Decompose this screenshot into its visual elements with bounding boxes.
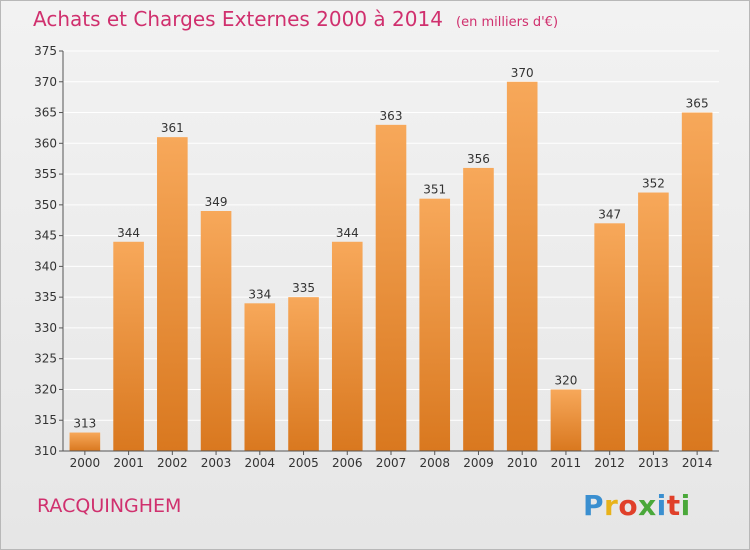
bars (69, 81, 713, 452)
x-tick-label: 2014 (682, 456, 713, 470)
data-label: 365 (686, 97, 709, 111)
y-tick-label: 370 (34, 75, 57, 89)
data-label: 344 (336, 226, 359, 240)
data-label: 347 (598, 207, 621, 221)
x-tick-label: 2003 (201, 456, 232, 470)
x-tick-label: 2002 (157, 456, 188, 470)
data-label: 351 (423, 183, 446, 197)
data-label: 361 (161, 121, 184, 135)
bar (69, 432, 101, 451)
y-tick-label: 310 (34, 444, 57, 458)
data-label: 363 (380, 109, 403, 123)
data-label: 370 (511, 66, 534, 80)
x-tick-label: 2000 (70, 456, 101, 470)
bar (331, 241, 363, 451)
title-row: Achats et Charges Externes 2000 à 2014 (… (33, 7, 558, 31)
y-tick-label: 350 (34, 198, 57, 212)
logo-letter: P (583, 489, 605, 522)
y-tick-label: 315 (34, 413, 57, 427)
y-tick-label: 325 (34, 352, 57, 366)
data-label: 344 (117, 226, 140, 240)
x-tick-label: 2013 (638, 456, 669, 470)
x-tick-label: 2008 (419, 456, 450, 470)
chart-title: Achats et Charges Externes 2000 à 2014 (33, 7, 443, 31)
data-label: 356 (467, 152, 490, 166)
bar (288, 297, 319, 451)
x-tick-label: 2007 (376, 456, 407, 470)
data-label: 320 (554, 373, 577, 387)
x-tick-label: 2010 (507, 456, 538, 470)
logo-letter: i (680, 489, 691, 522)
bar (419, 198, 451, 451)
y-tick-label: 335 (34, 290, 57, 304)
y-tick-label: 320 (34, 382, 57, 396)
x-tick-label: 2012 (594, 456, 625, 470)
bar (375, 124, 407, 451)
x-tick-label: 2004 (245, 456, 276, 470)
logo-letter: r (604, 489, 619, 522)
axes (59, 50, 719, 455)
y-tick-label: 355 (34, 167, 57, 181)
bar (463, 167, 494, 451)
y-tick-label: 345 (34, 229, 57, 243)
bar (681, 112, 713, 452)
x-tick-label: 2001 (113, 456, 144, 470)
bar (157, 137, 188, 451)
bar (113, 241, 144, 451)
y-tick-label: 360 (34, 136, 57, 150)
x-tick-label: 2009 (463, 456, 494, 470)
x-tick-label: 2006 (332, 456, 363, 470)
data-label: 335 (292, 281, 315, 295)
data-label: 349 (205, 195, 228, 209)
bar (506, 81, 538, 452)
data-label: 334 (248, 287, 271, 301)
x-tick-label: 2005 (288, 456, 319, 470)
proxiti-logo[interactable]: Proxiti (583, 489, 691, 522)
y-tick-label: 365 (34, 106, 57, 120)
bar (200, 211, 232, 451)
bar (550, 389, 582, 451)
y-tick-label: 375 (34, 44, 57, 58)
x-tick-label: 2011 (551, 456, 582, 470)
logo-letter: o (618, 489, 639, 522)
town-name: RACQUINGHEM (37, 495, 182, 517)
logo-letter: x (638, 489, 657, 522)
data-label: 313 (73, 417, 96, 431)
bar (594, 223, 625, 451)
logo-letter: t (666, 489, 681, 522)
chart-unit: (en milliers d'€) (456, 15, 559, 30)
y-tick-label: 340 (34, 259, 57, 273)
data-label: 352 (642, 177, 665, 191)
bar (638, 192, 669, 452)
labels: 310 315 320 325 330 335 340 345 350 355 360 365 370 3… (34, 44, 712, 470)
y-tick-label: 330 (34, 321, 57, 335)
bar (244, 303, 276, 451)
logo-letter: i (656, 489, 667, 522)
